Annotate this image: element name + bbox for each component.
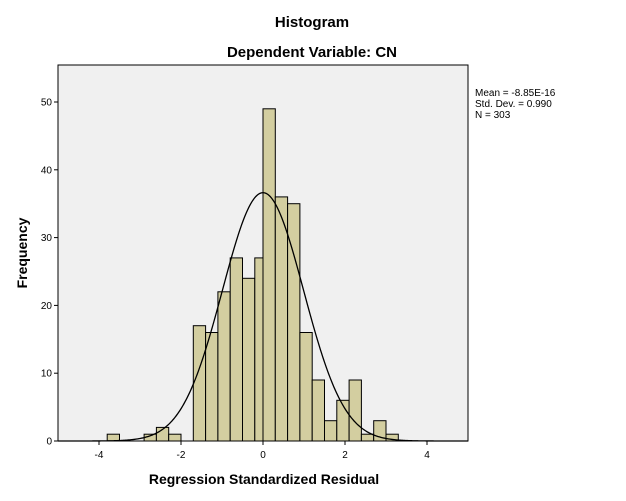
histogram-bar <box>287 203 301 442</box>
stat-mean: Mean = -8.85E-16 <box>475 88 556 99</box>
x-tick-label: -2 <box>177 450 186 461</box>
histogram-bar <box>274 196 289 442</box>
x-axis-title: Regression Standardized Residual <box>149 471 379 487</box>
histogram-bar <box>217 291 231 442</box>
bars-layer <box>106 108 399 442</box>
histogram-bar <box>262 108 276 442</box>
x-tick-label: 4 <box>424 450 430 461</box>
histogram-bar <box>324 420 338 442</box>
histogram-bar <box>242 277 256 442</box>
histogram-bar <box>360 433 375 442</box>
ticks-layer: 0 10 20 30 40 50 -4 -2 0 2 4 <box>41 98 430 462</box>
histogram-bar <box>385 433 399 442</box>
x-tick-label: 0 <box>260 450 266 461</box>
histogram-bar <box>348 379 362 442</box>
y-tick-label: 10 <box>41 369 53 380</box>
chart-title: Histogram <box>275 14 349 31</box>
y-tick-label: 20 <box>41 301 53 312</box>
stat-n: N = 303 <box>475 110 511 121</box>
stat-std: Std. Dev. = 0.990 <box>475 99 552 110</box>
y-tick-label: 0 <box>46 437 52 448</box>
y-tick-label: 30 <box>41 233 53 244</box>
chart-subtitle: Dependent Variable: CN <box>227 44 397 61</box>
y-tick-label: 50 <box>41 98 53 109</box>
histogram-bar <box>205 332 219 442</box>
x-tick-label: -4 <box>95 450 104 461</box>
histogram-bar <box>192 325 207 442</box>
histogram-bar <box>229 257 243 442</box>
histogram-bar <box>311 379 326 442</box>
normal-curve <box>58 191 468 442</box>
x-tick-label: 2 <box>342 450 348 461</box>
histogram-bar <box>299 332 313 442</box>
y-tick-label: 40 <box>41 165 53 176</box>
y-axis-title: Frequency <box>14 217 30 288</box>
histogram-bar <box>168 433 182 442</box>
